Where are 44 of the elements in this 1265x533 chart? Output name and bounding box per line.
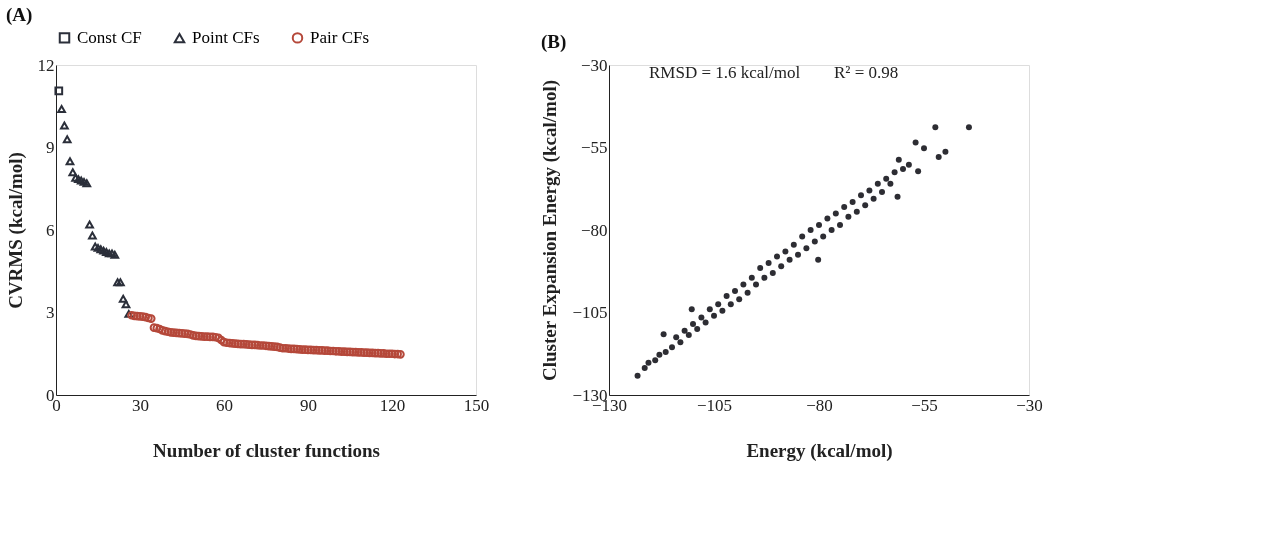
x-axis-title: Energy (kcal/mol) xyxy=(746,439,893,462)
point xyxy=(113,278,122,287)
x-tick-label: 90 xyxy=(300,395,317,415)
y-tick-label: −55 xyxy=(580,138,608,157)
point xyxy=(118,294,128,303)
x-tick-label: −105 xyxy=(696,395,733,415)
annotation: RMSD = 1.6 kcal/mol xyxy=(649,63,801,82)
point xyxy=(110,250,120,259)
point xyxy=(85,220,94,229)
point xyxy=(68,168,78,177)
y-tick-label: 6 xyxy=(46,220,55,240)
chart-title: (B) xyxy=(540,31,567,53)
y-tick-label: 9 xyxy=(46,138,55,157)
x-tick-label: −30 xyxy=(1016,395,1043,415)
point xyxy=(90,242,100,251)
y-tick-label: −105 xyxy=(572,303,608,322)
x-tick-label: −80 xyxy=(806,395,833,415)
y-tick-label: 12 xyxy=(37,55,55,75)
x-tick-label: 30 xyxy=(132,395,149,415)
point xyxy=(88,231,97,240)
point xyxy=(60,121,69,130)
x-tick-label: 60 xyxy=(216,395,233,415)
point xyxy=(82,179,92,188)
y-axis-title: CVRMS (kcal/mol) xyxy=(4,152,27,309)
point xyxy=(71,173,80,182)
point xyxy=(65,157,75,166)
x-axis-title: Number of cluster functions xyxy=(153,439,380,461)
y-tick-label: −30 xyxy=(580,55,608,75)
y-tick-label: 3 xyxy=(46,303,55,322)
x-tick-label: −55 xyxy=(911,395,938,415)
y-axis-title: Cluster Expansion Energy (kcal/mol) xyxy=(539,79,562,382)
legend-label: Pair CFs xyxy=(310,27,370,47)
chart-title: (A) xyxy=(6,4,33,26)
y-tick-label: −80 xyxy=(580,220,608,240)
x-tick-label: 150 xyxy=(463,395,490,415)
point xyxy=(116,278,125,287)
annotation: R² = 0.98 xyxy=(834,63,899,82)
x-tick-label: 120 xyxy=(379,395,406,415)
point xyxy=(121,300,131,309)
point xyxy=(62,135,72,144)
point xyxy=(57,105,66,113)
legend-label: Point CFs xyxy=(192,28,260,48)
point xyxy=(54,86,64,96)
legend-label: Const CF xyxy=(77,27,142,47)
